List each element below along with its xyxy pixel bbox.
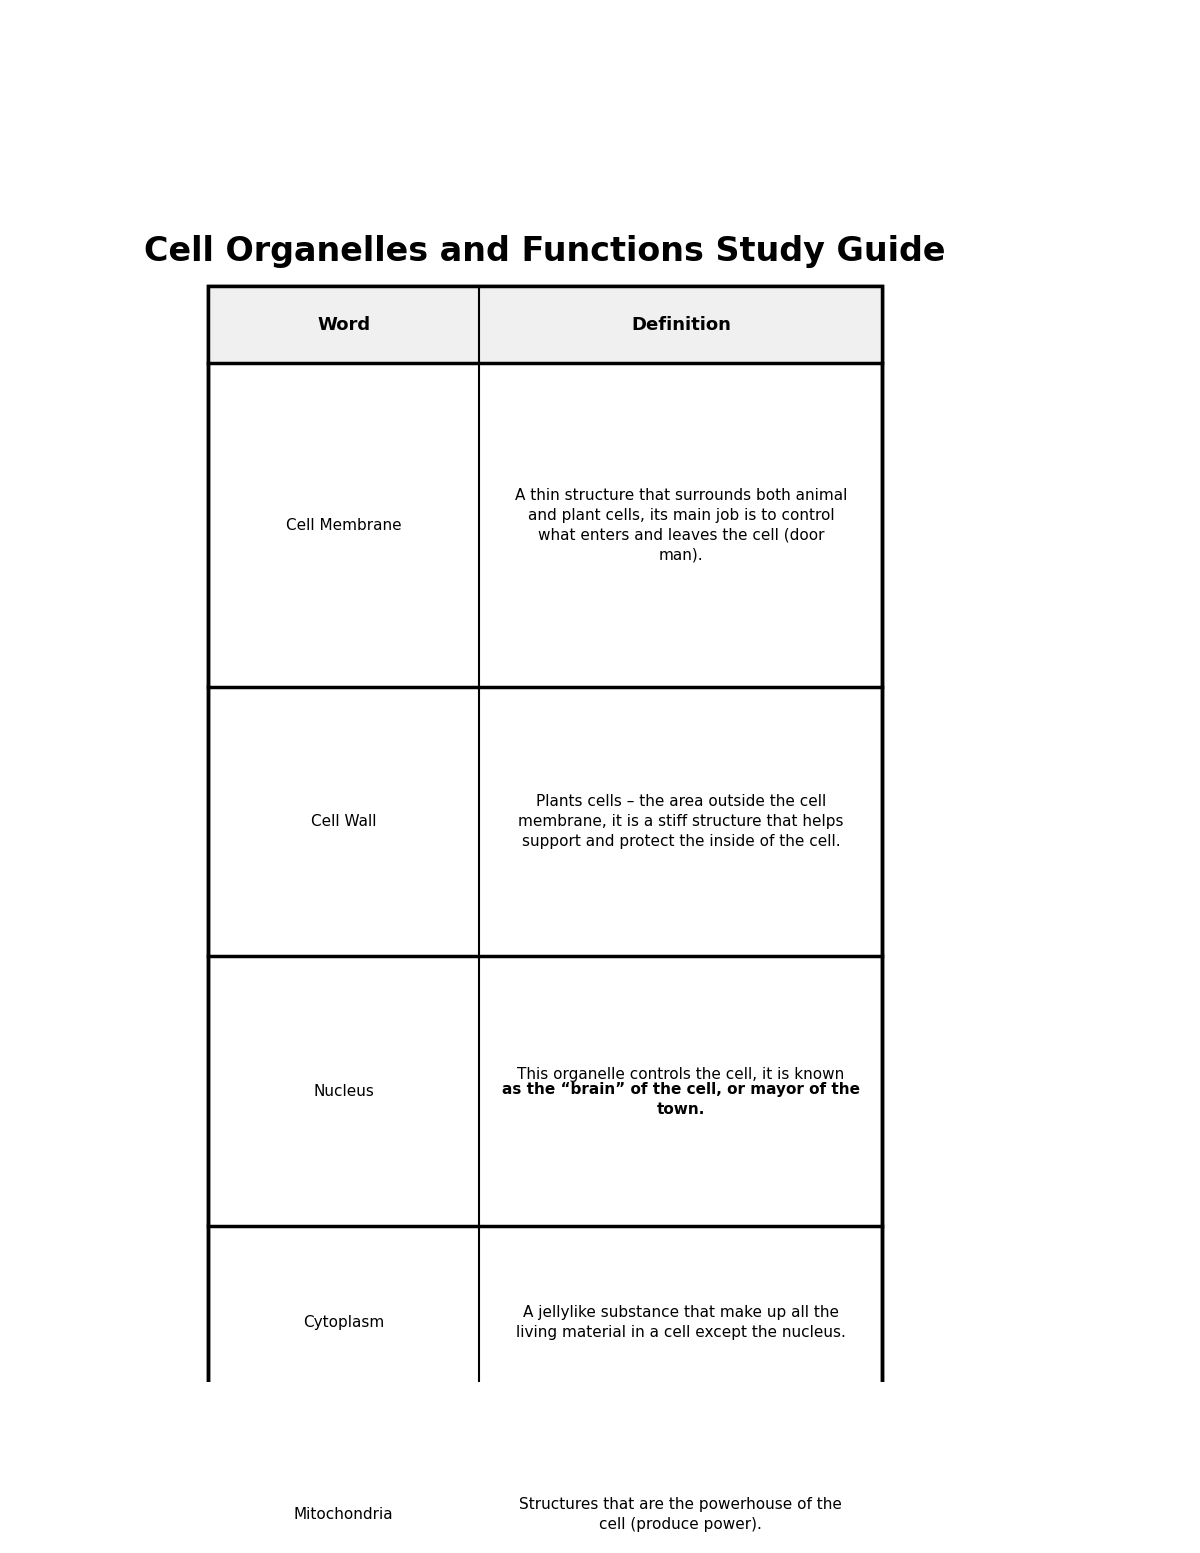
Text: Cell Wall: Cell Wall bbox=[311, 814, 377, 829]
Text: as the “brain” of the cell, or mayor of the
town.: as the “brain” of the cell, or mayor of … bbox=[502, 1082, 860, 1117]
Text: This organelle controls the cell, it is known: This organelle controls the cell, it is … bbox=[517, 1067, 845, 1082]
Text: Plants cells – the area outside the cell
membrane, it is a stiff structure that : Plants cells – the area outside the cell… bbox=[518, 794, 844, 849]
Text: Nucleus: Nucleus bbox=[313, 1084, 374, 1098]
Bar bbox=[208, 286, 882, 363]
Text: Cytoplasm: Cytoplasm bbox=[304, 1314, 384, 1329]
Text: Cell Membrane: Cell Membrane bbox=[286, 517, 402, 533]
Text: A jellylike substance that make up all the
living material in a cell except the : A jellylike substance that make up all t… bbox=[516, 1305, 846, 1340]
Text: Mitochondria: Mitochondria bbox=[294, 1506, 394, 1522]
Text: Cell Organelles and Functions Study Guide: Cell Organelles and Functions Study Guid… bbox=[144, 236, 946, 269]
Text: Word: Word bbox=[317, 315, 371, 334]
Text: Definition: Definition bbox=[631, 315, 731, 334]
Text: Structures that are the powerhouse of the
cell (produce power).: Structures that are the powerhouse of th… bbox=[520, 1497, 842, 1531]
Text: A thin structure that surrounds both animal
and plant cells, its main job is to : A thin structure that surrounds both ani… bbox=[515, 488, 847, 562]
Bar bbox=[208, 286, 882, 1553]
Bar bbox=[208, 286, 882, 1553]
